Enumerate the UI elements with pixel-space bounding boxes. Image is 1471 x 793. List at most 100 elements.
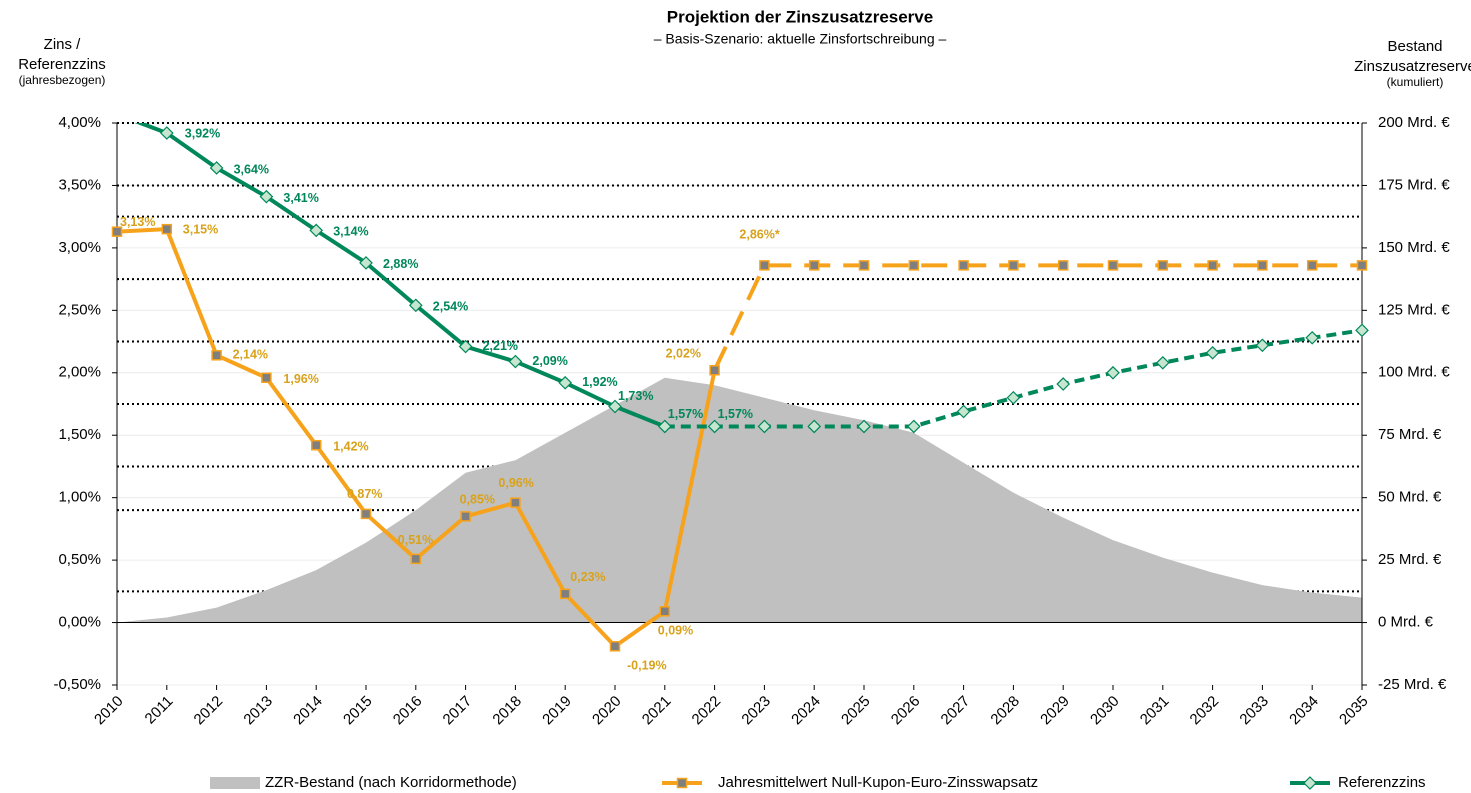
x-tick-label: 2012 — [191, 693, 227, 729]
value-label: 3,13% — [120, 215, 155, 229]
y-tick-label: 4,00% — [58, 114, 101, 131]
legend-marker — [1303, 776, 1317, 790]
value-label: 2,54% — [433, 300, 468, 314]
x-tick-label: 2020 — [589, 693, 625, 729]
x-tick-label: 2030 — [1087, 693, 1123, 729]
value-label: -0,19% — [627, 659, 667, 673]
legend-marker — [676, 777, 688, 789]
value-label: 3,64% — [234, 162, 269, 176]
marker — [1356, 260, 1368, 271]
marker — [1157, 260, 1169, 271]
y2-tick-label: 200 Mrd. € — [1378, 114, 1450, 131]
marker — [111, 226, 123, 237]
value-label: 1,96% — [283, 372, 318, 386]
value-label: 2,09% — [532, 354, 567, 368]
marker — [460, 511, 471, 522]
x-tick-label: 2019 — [539, 693, 575, 729]
marker — [559, 588, 571, 600]
chart-subtitle: – Basis-Szenario: aktuelle Zinsfortschre… — [654, 31, 947, 47]
value-label: 3,92% — [185, 126, 220, 140]
value-label: 1,73% — [618, 389, 653, 403]
value-label: 0,85% — [460, 493, 495, 507]
y2-axis-title: Zinszusatzreserve — [1354, 58, 1471, 75]
y-tick-label: 2,00% — [58, 364, 101, 381]
x-tick-label: 2032 — [1187, 693, 1223, 729]
value-label: 0,23% — [570, 570, 605, 584]
marker — [759, 260, 770, 271]
marker — [908, 260, 920, 271]
x-tick-label: 2034 — [1286, 693, 1322, 729]
marker — [1305, 330, 1320, 345]
marker — [956, 404, 971, 419]
y2-tick-label: 0 Mrd. € — [1378, 614, 1434, 631]
y-axis-title: Zins / — [44, 36, 82, 53]
y-tick-label: 0,50% — [58, 551, 101, 568]
marker — [659, 606, 671, 617]
value-label: 0,87% — [347, 487, 382, 501]
marker — [1355, 323, 1369, 338]
y2-tick-label: 50 Mrd. € — [1378, 489, 1442, 506]
marker — [808, 260, 820, 271]
x-tick-label: 2033 — [1236, 693, 1272, 729]
chart-title: Projektion der Zinszusatzreserve — [667, 7, 933, 26]
x-tick-label: 2022 — [689, 693, 725, 729]
marker — [608, 399, 622, 414]
marker — [757, 419, 772, 434]
value-label: 2,14% — [233, 348, 268, 362]
y2-tick-label: 75 Mrd. € — [1378, 426, 1442, 443]
y-tick-label: 1,00% — [58, 489, 101, 506]
x-tick-label: 2013 — [240, 693, 276, 729]
x-tick-label: 2029 — [1037, 693, 1073, 729]
marker — [558, 375, 573, 390]
marker — [857, 419, 871, 434]
marker — [209, 161, 224, 175]
legend-label: ZZR-Bestand (nach Korridormethode) — [265, 774, 517, 791]
value-label: 1,57% — [718, 407, 753, 421]
marker — [159, 126, 174, 140]
marker — [1207, 260, 1218, 271]
x-tick-label: 2017 — [440, 693, 476, 729]
x-tick-label: 2028 — [987, 693, 1023, 729]
y2-axis-title: (kumuliert) — [1387, 75, 1444, 89]
marker — [1008, 260, 1019, 271]
x-tick-label: 2021 — [639, 693, 675, 729]
marker — [609, 641, 621, 652]
marker — [360, 508, 372, 520]
marker — [211, 350, 222, 361]
value-label: 2,02% — [666, 347, 701, 361]
marker — [359, 256, 373, 270]
value-label: 3,14% — [333, 225, 368, 239]
marker — [1155, 355, 1170, 370]
marker — [1107, 260, 1119, 271]
marker — [807, 419, 822, 434]
x-tick-label: 2016 — [390, 693, 426, 729]
y-tick-label: 2,50% — [58, 301, 101, 318]
y2-tick-label: 125 Mrd. € — [1378, 301, 1450, 318]
marker — [1006, 390, 1021, 405]
y2-tick-label: -25 Mrd. € — [1378, 676, 1447, 693]
y-tick-label: 3,50% — [58, 176, 101, 193]
line — [134, 123, 666, 429]
x-tick-label: 2018 — [489, 693, 525, 729]
value-label: 1,92% — [582, 375, 617, 389]
marker — [1056, 377, 1071, 391]
y-tick-label: 3,00% — [58, 239, 101, 256]
value-label: 0,09% — [658, 624, 693, 638]
marker — [906, 419, 921, 434]
value-label: 2,86%* — [739, 228, 779, 242]
marker — [508, 354, 523, 369]
x-tick-label: 2023 — [738, 693, 774, 729]
marker — [1255, 338, 1270, 353]
y2-tick-label: 150 Mrd. € — [1378, 239, 1450, 256]
marker — [709, 365, 720, 376]
area — [117, 377, 1362, 623]
line-projection — [712, 263, 1362, 372]
marker — [1057, 260, 1069, 271]
value-label: 2,88% — [383, 257, 418, 271]
value-label: 1,42% — [333, 440, 368, 454]
marker — [510, 497, 521, 508]
marker — [259, 189, 274, 204]
value-label: 0,51% — [398, 533, 433, 547]
x-tick-label: 2015 — [340, 693, 376, 729]
